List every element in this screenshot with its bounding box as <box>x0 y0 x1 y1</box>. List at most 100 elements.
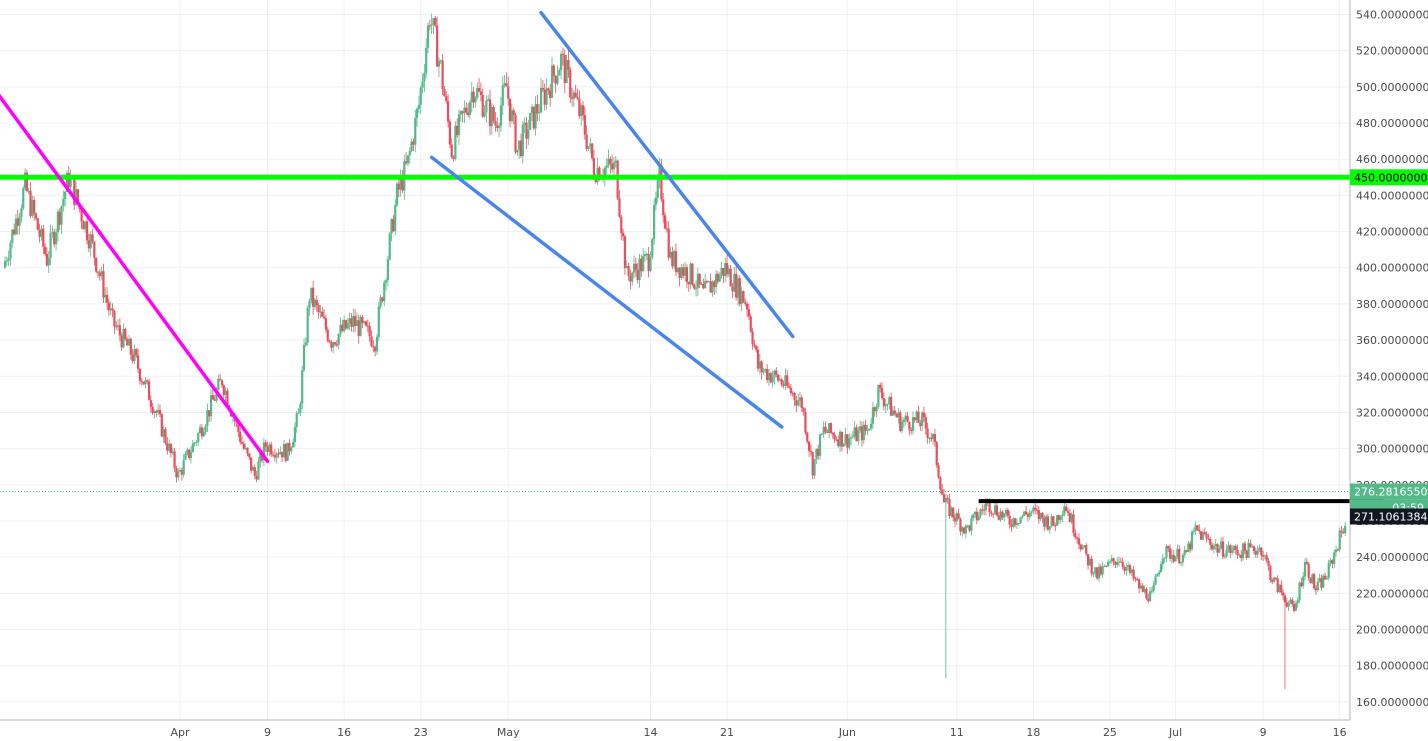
candle-body <box>472 91 475 103</box>
candle-body <box>244 447 247 449</box>
candle-body <box>363 321 366 323</box>
candle-body <box>1065 506 1068 512</box>
candle-body <box>271 454 275 456</box>
x-tick-label: 18 <box>1026 726 1040 739</box>
candle-body <box>1309 577 1312 584</box>
candle-body <box>501 85 504 106</box>
candle-body <box>674 251 678 273</box>
candle-body <box>939 477 942 490</box>
candle-body <box>80 209 83 222</box>
candle-body <box>138 369 142 381</box>
candle-body <box>281 451 284 458</box>
candle-body <box>295 413 298 427</box>
candle-body <box>673 251 676 267</box>
candle-body <box>775 370 778 375</box>
candle-body <box>22 188 25 209</box>
candle-body <box>1083 545 1086 547</box>
candle-body <box>204 426 207 432</box>
candle-body <box>1187 543 1190 552</box>
candle-body <box>981 509 984 511</box>
y-tick-label: 380.00000000 <box>1356 298 1428 311</box>
candle-body <box>545 88 548 105</box>
candle-body <box>408 150 411 156</box>
candle-body <box>246 447 249 454</box>
candle-body <box>224 390 227 396</box>
candle-body <box>335 344 338 346</box>
candle-body <box>328 340 331 343</box>
candle-body <box>488 99 492 127</box>
candle-body <box>1006 509 1009 516</box>
candle-body <box>1068 513 1071 522</box>
candle-body <box>744 302 747 304</box>
candle-body <box>716 273 720 282</box>
candle-body <box>1296 600 1299 604</box>
candle-body <box>798 397 802 401</box>
candle-body <box>399 177 402 190</box>
candle-body <box>346 323 349 329</box>
candle-body <box>862 424 865 441</box>
candle-body <box>1178 549 1181 564</box>
candle-body <box>25 172 28 192</box>
candle-body <box>662 199 665 216</box>
y-tick-label: 220.00000000 <box>1356 587 1428 600</box>
candle-body <box>498 125 501 129</box>
candle-body <box>636 269 639 281</box>
candle-body <box>1148 591 1152 602</box>
candle-body <box>417 104 420 109</box>
candle-body <box>375 336 379 352</box>
candle-body <box>1314 588 1318 591</box>
candle-body <box>855 427 858 442</box>
candle-body <box>930 437 933 440</box>
candle-body <box>1298 582 1301 601</box>
candle-body <box>126 339 129 346</box>
candle-body <box>160 414 163 437</box>
candle-body <box>525 122 528 139</box>
y-tick-label: 480.00000000 <box>1356 117 1428 130</box>
crosshair-price-tag-bg <box>1350 508 1428 525</box>
candle-body <box>1108 561 1112 563</box>
candle-body <box>556 75 559 84</box>
candle-body <box>829 423 833 433</box>
candle-body <box>1152 584 1155 591</box>
candle-body <box>705 281 709 283</box>
candle-body <box>773 370 776 378</box>
candle-body <box>1123 566 1126 571</box>
candle-body <box>1139 585 1143 589</box>
candle-body <box>98 272 101 277</box>
candle-body <box>374 346 377 352</box>
candle-body <box>1099 566 1102 575</box>
x-tick-label: 16 <box>1333 726 1347 739</box>
candle-body <box>248 453 251 458</box>
y-tick-label: 200.00000000 <box>1356 624 1428 637</box>
candle-body <box>629 275 632 282</box>
candle-body <box>844 434 847 444</box>
candle-body <box>266 446 269 452</box>
candle-body <box>961 527 964 532</box>
candle-body <box>1096 567 1099 579</box>
candle-body <box>1010 524 1013 527</box>
candle-body <box>820 433 823 435</box>
candle-body <box>722 268 725 277</box>
candle-body <box>1150 590 1153 592</box>
candle-body <box>3 261 7 268</box>
candle-body <box>239 432 242 442</box>
candle-body <box>372 346 375 348</box>
candle-body <box>1229 545 1232 553</box>
candle-body <box>36 218 39 230</box>
candle-body <box>301 370 304 404</box>
candle-body <box>860 426 864 441</box>
candle-body <box>1167 545 1170 549</box>
y-tick-label: 360.00000000 <box>1356 334 1428 347</box>
candle-body <box>972 514 975 519</box>
candle-body <box>151 406 154 414</box>
candle-body <box>226 390 229 406</box>
candle-body <box>337 333 340 345</box>
candle-body <box>490 107 493 127</box>
candle-body <box>454 125 457 159</box>
candle-body <box>1210 544 1214 550</box>
candle-body <box>1163 557 1166 559</box>
candle-body <box>866 430 869 432</box>
candle-body <box>56 211 59 233</box>
candle-body <box>158 409 162 415</box>
